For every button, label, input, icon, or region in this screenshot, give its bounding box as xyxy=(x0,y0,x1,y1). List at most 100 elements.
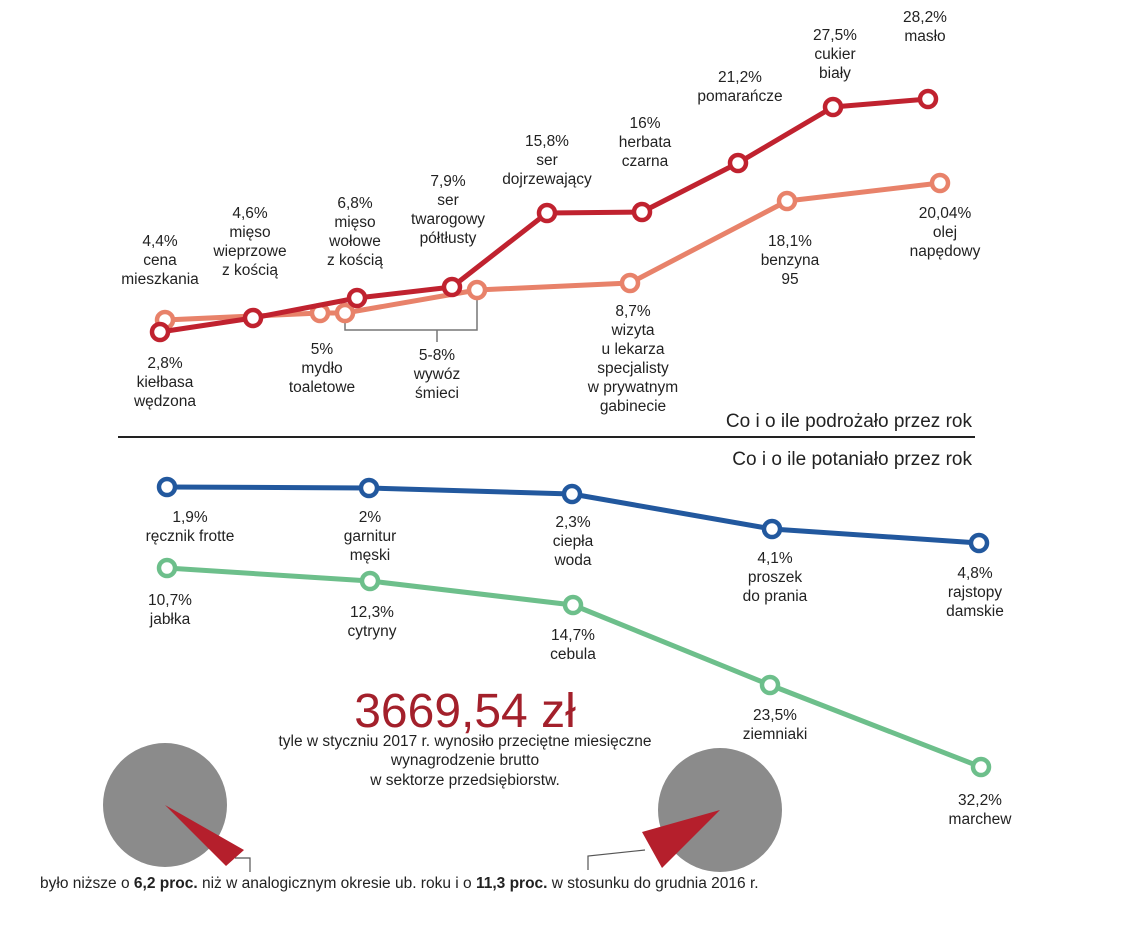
label-line: olej xyxy=(933,224,957,241)
point-label: 7,9% ser twarogowy półtłusty xyxy=(411,173,485,247)
label-line: czarna xyxy=(622,153,669,170)
footnote-part: 6,2 proc. xyxy=(134,875,198,892)
footnote-part: w stosunku do grudnia 2016 r. xyxy=(547,875,758,892)
label-line: biały xyxy=(819,65,851,82)
salary-amount: 3669,54 zł xyxy=(354,685,576,738)
point-label: 4,1% proszek do prania xyxy=(743,550,808,605)
pie-right xyxy=(587,748,782,872)
label-line: ser xyxy=(437,192,459,209)
value-label: 7,9% xyxy=(430,173,466,190)
point-label: 2,3% ciepła woda xyxy=(553,514,594,569)
label-line: z kością xyxy=(222,262,278,279)
label-line: 95 xyxy=(781,271,798,288)
point xyxy=(358,477,380,499)
value-label: 18,1% xyxy=(768,233,812,250)
point-label: 10,7% jabłka xyxy=(148,592,192,628)
label-line: ręcznik frotte xyxy=(146,528,235,545)
label-line: benzyna xyxy=(761,252,820,269)
value-label: 27,5% xyxy=(813,27,857,44)
value-label: 4,6% xyxy=(232,205,268,222)
value-label: 2,8% xyxy=(147,355,183,372)
label-line: kiełbasa xyxy=(137,374,194,391)
point-label: 32,2% marchew xyxy=(949,792,1013,828)
pointer xyxy=(587,849,646,870)
footnote: było niższe o 6,2 proc. niż w analogiczn… xyxy=(40,875,759,892)
point xyxy=(822,96,844,118)
label-line: w prywatnym xyxy=(587,379,678,396)
point xyxy=(156,476,178,498)
label-line: cebula xyxy=(550,646,596,663)
value-label: 2% xyxy=(359,509,382,526)
label-line: dojrzewający xyxy=(502,171,592,188)
footnote-part: 11,3 proc. xyxy=(476,875,548,892)
label-line: masło xyxy=(904,28,945,45)
salary-description: tyle w styczniu 2017 r. wynosiło przecię… xyxy=(278,733,651,750)
point xyxy=(776,190,798,212)
point-label: 15,8% ser dojrzewający xyxy=(502,133,592,188)
label-line: rajstopy xyxy=(948,584,1003,601)
point-label: 14,7% cebula xyxy=(550,627,596,663)
label-line: gabinecie xyxy=(600,398,666,415)
label-line: damskie xyxy=(946,603,1004,620)
label-line: do prania xyxy=(743,588,808,605)
value-label: 28,2% xyxy=(903,9,947,26)
label-line: ciepła xyxy=(553,533,594,550)
label-line: ser xyxy=(536,152,558,169)
point xyxy=(917,88,939,110)
value-label: 6,8% xyxy=(337,195,373,212)
label-line: garnitur xyxy=(344,528,397,545)
point-label: 2% garnitur męski xyxy=(344,509,397,564)
label-line: mydło xyxy=(301,360,342,377)
label-line: wizyta xyxy=(610,322,654,339)
footnote-part: niż w analogicznym okresie ub. roku i o xyxy=(198,875,476,892)
label-line: z kością xyxy=(327,252,383,269)
label-line: herbata xyxy=(619,134,672,151)
point xyxy=(536,202,558,224)
label-line: półtłusty xyxy=(420,230,477,247)
point-label: 20,04% olej napędowy xyxy=(910,205,981,260)
point-label: 21,2% pomarańcze xyxy=(697,69,782,105)
value-label: 32,2% xyxy=(958,792,1002,809)
value-label: 8,7% xyxy=(615,303,651,320)
point-label: 16% herbata czarna xyxy=(619,115,672,170)
value-label: 12,3% xyxy=(350,604,394,621)
label-line: toaletowe xyxy=(289,379,355,396)
value-label: 5% xyxy=(311,341,334,358)
point-label: 5% mydło toaletowe xyxy=(289,341,355,396)
label-line: męski xyxy=(350,547,390,564)
point xyxy=(619,272,641,294)
label-line: wędzona xyxy=(133,393,196,410)
point xyxy=(968,532,990,554)
point-label: 28,2% masło xyxy=(903,9,947,45)
point xyxy=(149,321,171,343)
footnote-part: było niższe o xyxy=(40,875,134,892)
pie-wedge xyxy=(165,805,244,866)
point-label: 5-8% wywóz śmieci xyxy=(413,347,461,402)
point-label: 23,5% ziemniaki xyxy=(743,707,808,743)
point-label: 1,9% ręcznik frotte xyxy=(146,509,235,545)
point xyxy=(759,674,781,696)
value-label: 15,8% xyxy=(525,133,569,150)
label-line: proszek xyxy=(748,569,803,586)
value-label: 14,7% xyxy=(551,627,595,644)
point-label: 6,8% mięso wołowe z kością xyxy=(327,195,383,269)
value-label: 23,5% xyxy=(753,707,797,724)
point xyxy=(761,518,783,540)
point-label: 2,8% kiełbasa wędzona xyxy=(133,355,196,410)
point xyxy=(346,287,368,309)
label-line: mięso xyxy=(229,224,270,241)
value-label: 1,9% xyxy=(172,509,208,526)
pointer xyxy=(235,857,251,872)
rise-caption: Co i o ile podrożało przez rok xyxy=(726,411,973,432)
label-line: cena xyxy=(143,252,177,269)
label-line: cukier xyxy=(814,46,855,63)
point-label: 4,8% rajstopy damskie xyxy=(946,565,1004,620)
label-line: jabłka xyxy=(149,611,191,628)
label-line: wieprzowe xyxy=(212,243,286,260)
label-line: marchew xyxy=(949,811,1013,828)
value-label: 16% xyxy=(629,115,660,132)
label-line: pomarańcze xyxy=(697,88,782,105)
label-line: mięso xyxy=(334,214,375,231)
value-label: 20,04% xyxy=(919,205,972,222)
